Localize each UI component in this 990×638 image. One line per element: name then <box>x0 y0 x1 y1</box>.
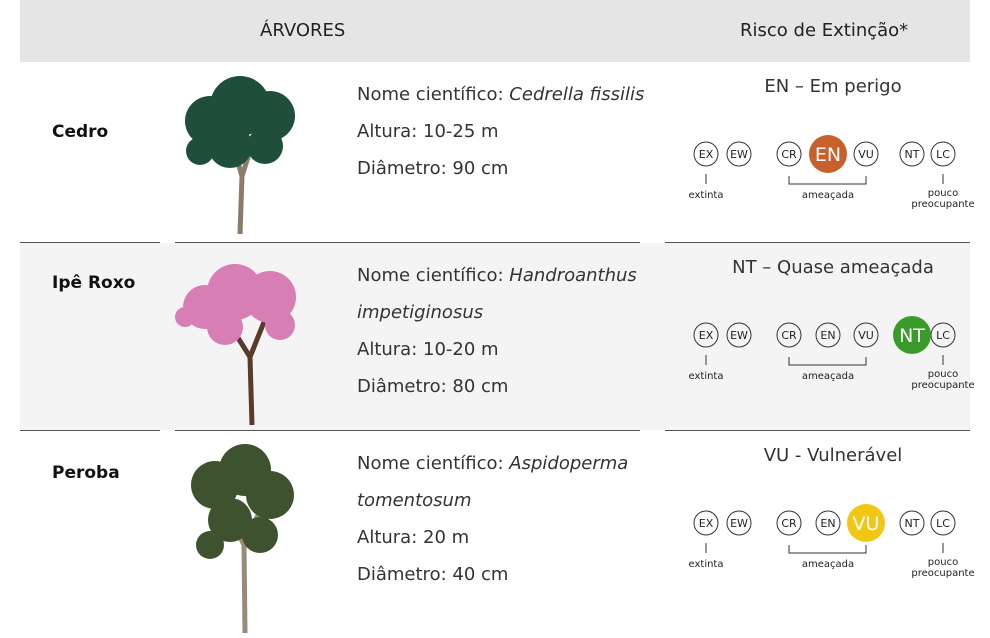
risk-code: LC <box>936 329 950 342</box>
label: pouco <box>928 188 958 199</box>
sci-name: Aspidoperma tomentosum <box>357 453 629 511</box>
risk-code: EX <box>699 517 714 530</box>
bracket <box>788 545 867 554</box>
info: Nome científico: Cedrella fissilis Altura… <box>357 76 647 187</box>
risk-code: EN <box>820 329 835 342</box>
separator <box>175 430 640 431</box>
label: pouco <box>928 557 958 568</box>
row: Ipê Roxo Nome científico: Handroanthus i… <box>20 243 975 430</box>
sci-label: Nome científico: <box>357 84 504 105</box>
risk-code: EN <box>820 517 835 530</box>
risk-highlight <box>809 135 847 173</box>
header: ÁRVORES Risco de Extinção* <box>20 0 970 62</box>
risk-circle <box>726 141 752 167</box>
label: pouco <box>928 369 958 380</box>
risk-title: VU - Vulnerável <box>763 445 903 466</box>
diameter: Diâmetro: 40 cm <box>357 564 509 585</box>
tree-name: Ipê Roxo <box>52 273 136 293</box>
risk-circle <box>930 510 956 536</box>
risk-code-active: NT <box>899 325 925 347</box>
header-risk: Risco de Extinção* <box>740 20 909 41</box>
risk-code: EX <box>699 148 714 161</box>
risk-code: NT <box>905 517 920 530</box>
risk-circle <box>693 510 719 536</box>
info: Nome científico: Aspidoperma tomentosum A… <box>357 445 647 593</box>
risk-code: EW <box>730 517 748 530</box>
sci-name: Cedrella fissilis <box>509 84 645 105</box>
tree-image <box>185 76 295 235</box>
risk-code: LC <box>936 148 950 161</box>
risk-circle <box>930 141 956 167</box>
risk-scale: EX EW CR EN VU LC NT extinta ameaçada poucopreocu… <box>689 316 975 391</box>
risk-circle <box>815 322 841 348</box>
separator <box>665 242 970 243</box>
risk-code: VU <box>858 148 874 161</box>
sci-name: Handroanthus impetiginosus <box>357 265 637 323</box>
risk-circle <box>726 510 752 536</box>
separator <box>20 242 160 243</box>
risk-circle <box>853 141 879 167</box>
risk-code: EW <box>730 329 748 342</box>
risk-circle <box>776 141 802 167</box>
tree-name: Peroba <box>52 463 120 483</box>
label: preocupante <box>911 380 974 391</box>
risk-code-active: EN <box>815 144 841 166</box>
label: ameaçada <box>802 559 854 570</box>
sci-label: Nome científico: <box>357 265 504 286</box>
diameter: Diâmetro: 90 cm <box>357 158 509 179</box>
separator <box>665 430 970 431</box>
risk-title: EN – Em perigo <box>764 76 902 97</box>
bracket <box>788 176 867 185</box>
risk-circle <box>693 322 719 348</box>
label: preocupante <box>911 568 974 579</box>
diameter: Diâmetro: 80 cm <box>357 376 509 397</box>
risk-code-active: VU <box>853 513 880 535</box>
risk-highlight <box>847 504 885 542</box>
risk-circle <box>776 510 802 536</box>
label: extinta <box>689 371 724 382</box>
tree-image <box>191 444 294 634</box>
label: ameaçada <box>802 190 854 201</box>
tree-image <box>175 264 296 426</box>
risk-code: CR <box>781 517 797 530</box>
label: preocupante <box>911 199 974 210</box>
risk-circle <box>815 510 841 536</box>
label: ameaçada <box>802 371 854 382</box>
row: Peroba Nome científico: Aspidoperma tome… <box>20 431 975 638</box>
label: extinta <box>689 559 724 570</box>
bracket <box>788 357 867 366</box>
risk-circle <box>899 510 925 536</box>
risk-code: EW <box>730 148 748 161</box>
header-trees: ÁRVORES <box>260 20 346 41</box>
separator <box>20 430 160 431</box>
sci-label: Nome científico: <box>357 453 504 474</box>
risk-circle <box>899 141 925 167</box>
risk-scale: EX EW CR EN NT LC VU extinta ameaçada poucopreocu… <box>689 504 975 579</box>
risk-code: LC <box>936 517 950 530</box>
risk-circle <box>776 322 802 348</box>
row: Cedro Nome científico: Cedrella fissilis… <box>20 62 975 242</box>
risk-scale: EX EW CR VU NT LC EN extinta ameaçada poucopreocu… <box>689 135 975 210</box>
risk-circle <box>726 322 752 348</box>
label: extinta <box>689 190 724 201</box>
risk-circle <box>853 322 879 348</box>
risk-code: CR <box>781 329 797 342</box>
info: Nome científico: Handroanthus impetigino… <box>357 257 647 405</box>
height: Altura: 20 m <box>357 527 470 548</box>
height: Altura: 10-25 m <box>357 121 499 142</box>
risk-title: NT – Quase ameaçada <box>732 257 934 278</box>
risk-circle <box>693 141 719 167</box>
separator <box>175 242 640 243</box>
risk-code: CR <box>781 148 797 161</box>
tree-name: Cedro <box>52 122 109 142</box>
risk-code: NT <box>905 148 920 161</box>
height: Altura: 10-20 m <box>357 339 499 360</box>
risk-code: EX <box>699 329 714 342</box>
risk-code: VU <box>858 329 874 342</box>
risk-highlight <box>893 316 931 354</box>
